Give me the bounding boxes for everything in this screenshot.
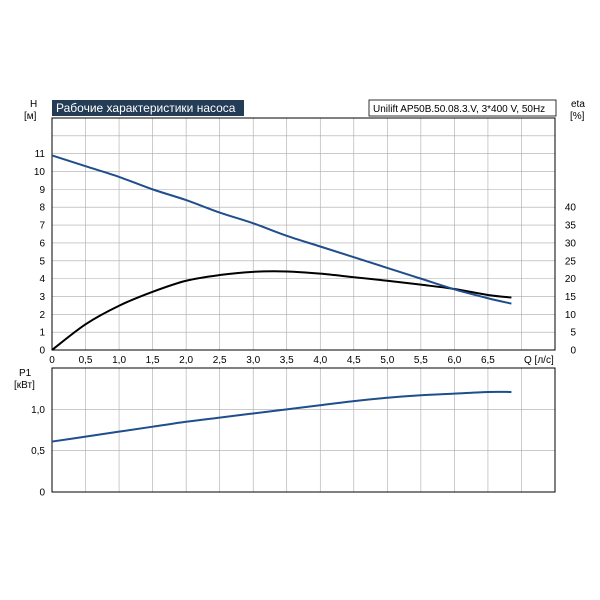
bottom-plot-frame [51,367,556,493]
y-tick-label: 9 [39,185,45,196]
x-tick-label: 4,0 [313,355,327,366]
x-tick-label: 1,0 [112,355,126,366]
top-tick-labels: 0 0,5 1,0 1,5 2,0 2,5 3,0 3,5 4,0 4,5 5,0 5,5 6,0 6,5… [34,149,577,366]
power-tick-label: 0,5 [31,446,45,457]
power-panel: P1 [кВт] 0 0,5 1,0 [14,367,556,499]
x-axis-label: Q [л/с] [524,355,554,366]
y2-tick-label: 15 [565,292,577,303]
chart-title: Рабочие характеристики насоса [56,101,236,115]
top-series [51,154,512,351]
x-tick-label: 0,5 [79,355,93,366]
y2-tick-label: 0 [570,346,576,357]
x-tick-label: 2,5 [213,355,227,366]
y-axis-unit: [м] [24,111,37,122]
x-tick-label: 5,5 [414,355,428,366]
y2-axis-label: eta [571,99,585,110]
model-label: Unilift AP50B.50.08.3.V, 3*400 V, 50Hz [373,104,545,115]
y-tick-label: 4 [39,274,45,285]
y2-tick-label: 40 [565,203,577,214]
y-tick-label: 8 [39,203,45,214]
title-box [52,100,244,116]
bottom-tick-labels: 0 0,5 1,0 [31,405,45,499]
power-axis-unit: [кВт] [14,380,35,391]
x-tick-label: 2,0 [179,355,193,366]
top-grid [52,118,555,350]
model-box [368,99,557,117]
y-tick-label: 11 [35,149,46,160]
y-tick-label: 3 [39,292,45,303]
y-tick-label: 2 [39,310,45,321]
y-axis-label: H [30,99,37,110]
x-tick-label: 1,5 [146,355,160,366]
x-tick-label: 5,0 [380,355,394,366]
power-axis-label: P1 [19,368,32,379]
y-tick-label: 10 [34,167,46,178]
y-tick-label: 5 [39,256,45,267]
y-tick-label: 1 [39,328,45,339]
y2-tick-label: 5 [570,328,576,339]
y2-tick-label: 20 [565,274,577,285]
y2-tick-label: 35 [565,221,577,232]
head-curve [51,154,512,305]
y2-tick-label: 10 [565,310,577,321]
y2-axis-unit: [%] [570,111,585,122]
y2-tick-label: 30 [565,238,577,249]
y-tick-label: 7 [39,221,45,232]
x-tick-label: 0 [49,355,55,366]
x-tick-label: 6,5 [481,355,495,366]
x-tick-label: 3,0 [246,355,260,366]
bottom-grid [52,368,555,492]
y-tick-label: 0 [39,346,45,357]
x-tick-label: 6,0 [447,355,461,366]
power-curve [51,390,512,443]
head-efficiency-panel: Рабочие характеристики насоса Unilift AP… [24,99,585,366]
power-tick-label: 1,0 [31,405,45,416]
power-tick-label: 0 [39,488,45,499]
bottom-series [51,390,512,443]
top-plot-frame [51,117,556,351]
y-tick-label: 6 [39,238,45,249]
x-tick-label: 4,5 [347,355,361,366]
efficiency-curve [51,270,512,351]
y2-tick-label: 25 [565,256,577,267]
x-tick-label: 3,5 [280,355,294,366]
